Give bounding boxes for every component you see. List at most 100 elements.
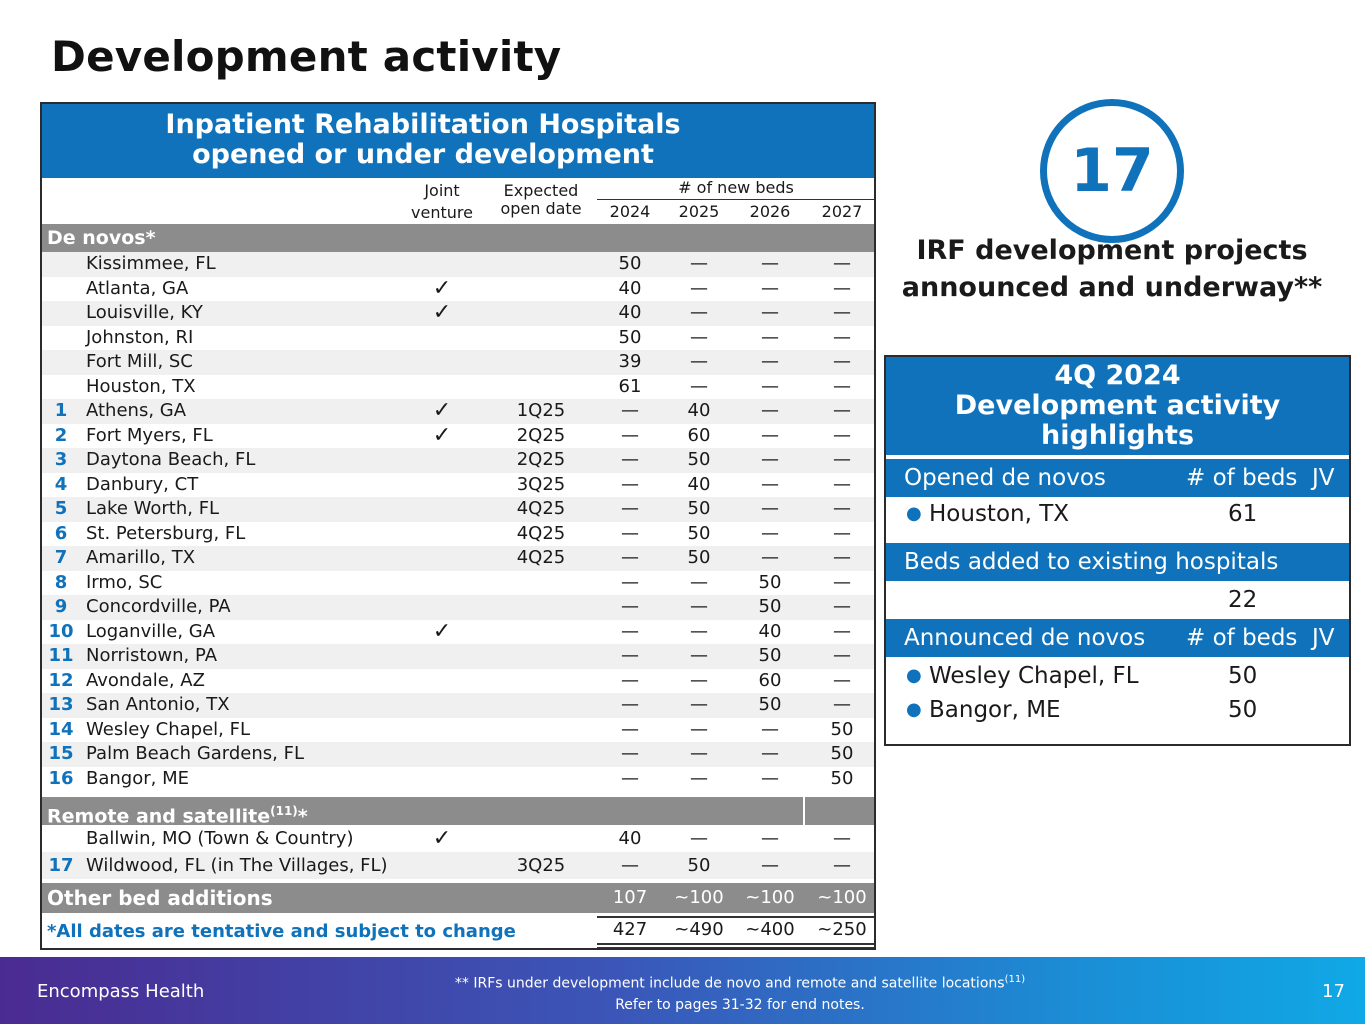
row-beds-2024: —: [621, 767, 639, 789]
announced-name: Wesley Chapel, FL: [929, 663, 1139, 689]
beds-added-value: 22: [1228, 587, 1258, 613]
table-row: 7 Amarillo, TX 4Q25 — 50 — —: [42, 546, 874, 571]
opened-jv-header: JV: [1312, 465, 1335, 491]
table-row: 13 San Antonio, TX — — 50 —: [42, 693, 874, 718]
row-beds-2026: —: [761, 253, 779, 274]
row-beds-2025: —: [690, 253, 708, 274]
row-open-date: 2Q25: [516, 424, 566, 446]
announced-label: Announced de novos: [904, 625, 1146, 651]
page-number: 17: [1322, 981, 1345, 1002]
table-row: 3 Daytona Beach, FL 2Q25 — 50 — —: [42, 448, 874, 473]
row-beds-2027: —: [833, 351, 851, 372]
opened-name: Houston, TX: [929, 501, 1070, 527]
total-2027: ~250: [817, 919, 867, 940]
highlights-head-line3: highlights: [1040, 420, 1195, 451]
announced-name: Bangor, ME: [929, 697, 1061, 723]
announced-item: ● Wesley Chapel, FL 50: [886, 659, 1349, 693]
row-location: Bangor, ME: [86, 767, 189, 789]
total-2024: 427: [612, 919, 648, 940]
row-number: 16: [48, 767, 74, 789]
row-beds-2027: 50: [830, 743, 854, 764]
row-beds-2024: —: [621, 669, 639, 691]
other-bed-additions-label: Other bed additions: [47, 886, 273, 910]
opened-beds: 61: [1228, 501, 1258, 527]
row-number: 6: [54, 522, 68, 544]
row-beds-2024: —: [621, 498, 639, 519]
checkmark-icon: ✓: [432, 826, 452, 851]
de-novo-rows: Kissimmee, FL 50— — — Atlanta, GA 40— — — ✓ Louis…: [42, 252, 874, 791]
row-number: 15: [48, 743, 74, 764]
footer-note-text: ** IRFs under development include de nov…: [454, 975, 1005, 992]
row-beds-2025: 50: [687, 547, 711, 568]
row-beds-2027: 50: [830, 767, 854, 789]
highlights-head-line1: 4Q 2024: [1054, 360, 1181, 391]
row-location: Daytona Beach, FL: [86, 449, 256, 470]
row-beds-2025: —: [690, 718, 708, 740]
row-location: Loganville, GA: [86, 620, 216, 642]
row-open-date: 4Q25: [516, 498, 566, 519]
total-double-rule-1: [597, 943, 874, 945]
row-beds-2026: —: [761, 522, 779, 544]
footer: Encompass Health ** IRFs under developme…: [0, 957, 1365, 1024]
row-location: Houston, TX: [86, 375, 196, 397]
announced-beds-header: # of beds: [1186, 625, 1298, 651]
row-beds-2024: 61: [618, 375, 642, 397]
other-2026: ~100: [745, 887, 795, 908]
row-location: Fort Mill, SC: [86, 351, 193, 372]
row-open-date: 4Q25: [516, 522, 566, 544]
row-beds-2025: —: [690, 828, 708, 849]
table-header-line2: opened or under development: [192, 139, 654, 170]
announced-jv-header: JV: [1312, 625, 1335, 651]
page-title: Development activity: [51, 32, 562, 81]
row-beds-2027: —: [833, 326, 851, 348]
section-de-novos: De novos*: [42, 224, 874, 252]
row-location: Louisville, KY: [86, 302, 203, 323]
highlights-panel: 4Q 2024 Development activity highlights …: [884, 355, 1351, 746]
row-number: 8: [54, 571, 68, 593]
row-beds-2025: —: [690, 302, 708, 323]
row-beds-2027: —: [833, 473, 851, 495]
row-beds-2026: —: [761, 400, 779, 421]
announced-beds: 50: [1228, 663, 1258, 689]
row-open-date: 3Q25: [516, 855, 566, 876]
row-beds-2024: —: [621, 424, 639, 446]
beds-added-bar: Beds added to existing hospitals: [886, 543, 1349, 581]
row-beds-2026: 50: [758, 571, 782, 593]
col-year-2025: 2025: [678, 202, 720, 221]
row-beds-2024: 40: [618, 277, 642, 299]
opened-label: Opened de novos: [904, 465, 1106, 491]
row-number: 1: [54, 400, 68, 421]
bullet-icon: ●: [906, 699, 922, 720]
row-beds-2025: 50: [687, 855, 711, 876]
row-number: 17: [48, 855, 74, 876]
row-location: Norristown, PA: [86, 645, 218, 666]
col-jv-line2: venture: [411, 203, 473, 222]
row-beds-2027: —: [833, 302, 851, 323]
highlights-spacer: [886, 455, 1349, 459]
row-beds-2026: —: [761, 449, 779, 470]
announced-item: ● Bangor, ME 50: [886, 693, 1349, 727]
row-number: 5: [54, 498, 68, 519]
bullet-icon: ●: [906, 665, 922, 686]
row-location: Atlanta, GA: [86, 277, 189, 299]
table-row: Louisville, KY 40 — — — ✓: [42, 301, 874, 326]
other-2025: ~100: [674, 887, 724, 908]
table-row: 1 Athens, GA 1Q25 — 40 — — ✓: [42, 399, 874, 424]
row-beds-2027: —: [833, 571, 851, 593]
row-location: Ballwin, MO (Town & Country): [86, 828, 354, 849]
remote-label: Remote and satellite: [47, 805, 271, 828]
announced-beds: 50: [1228, 697, 1258, 723]
row-beds-2024: —: [621, 694, 639, 715]
table-row: 6 St. Petersburg, FL 4Q25 — 50 — —: [42, 522, 874, 547]
table-row: Johnston, RI 50 — — —: [42, 326, 874, 351]
row-location: St. Petersburg, FL: [86, 522, 246, 544]
col-year-2026: 2026: [749, 202, 791, 221]
row-beds-2026: —: [761, 718, 779, 740]
row-beds-2025: —: [690, 694, 708, 715]
tentative-dates-note: *All dates are tentative and subject to …: [47, 921, 516, 942]
table-row: Houston, TX 61 — — —: [42, 375, 874, 400]
totals-row: *All dates are tentative and subject to …: [42, 913, 874, 948]
row-open-date: 4Q25: [516, 547, 566, 568]
row-beds-2025: —: [690, 351, 708, 372]
table-row: 10 Loganville, GA — — 40 — ✓: [42, 619, 874, 645]
